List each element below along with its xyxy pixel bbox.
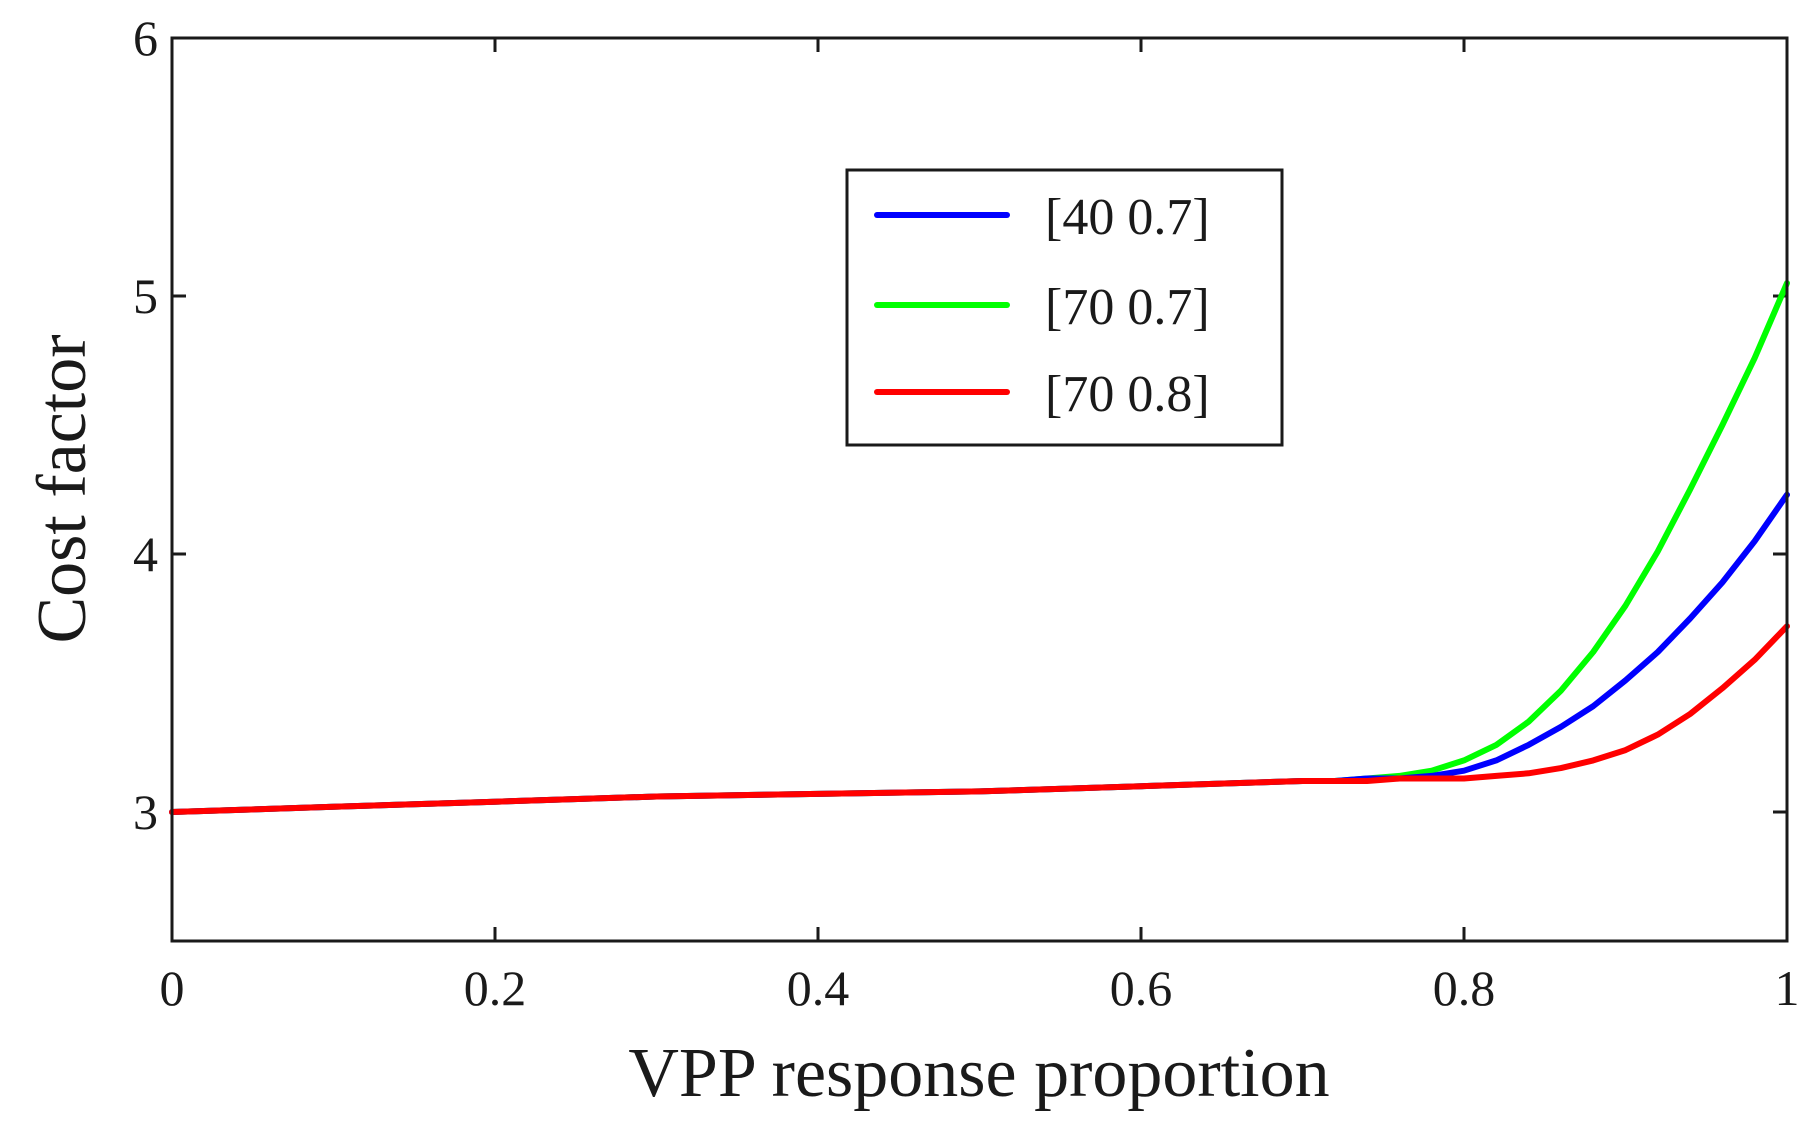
x-tick-label: 0 (160, 960, 185, 1016)
legend-label-series-1: [40 0.7] (1045, 189, 1210, 246)
y-tick-label: 6 (133, 10, 158, 66)
x-tick-labels: 0 0.2 0.4 0.6 0.8 1 (160, 960, 1800, 1016)
x-tick-label: 0.8 (1433, 960, 1496, 1016)
x-tick-label: 1 (1775, 960, 1800, 1016)
y-axis-label: Cost factor (24, 334, 101, 643)
y-tick-labels: 3 4 5 6 (133, 10, 158, 840)
y-tick-label: 5 (133, 268, 158, 324)
x-axis-label: VPP response proportion (628, 1035, 1329, 1112)
series-lines (169, 280, 1790, 815)
series-line-3 (169, 623, 1790, 815)
x-tick-label: 0.4 (787, 960, 850, 1016)
legend-label-series-3: [70 0.8] (1045, 366, 1210, 423)
legend: [40 0.7] [70 0.7] [70 0.8] (845, 168, 1284, 447)
x-tick-label: 0.6 (1110, 960, 1173, 1016)
series-line-1 (169, 491, 1790, 815)
x-tick-label: 0.2 (464, 960, 527, 1016)
plot-frame (170, 36, 1789, 943)
y-tick-label: 4 (133, 526, 158, 582)
legend-label-series-2: [70 0.7] (1045, 279, 1210, 336)
y-tick-label: 3 (133, 784, 158, 840)
